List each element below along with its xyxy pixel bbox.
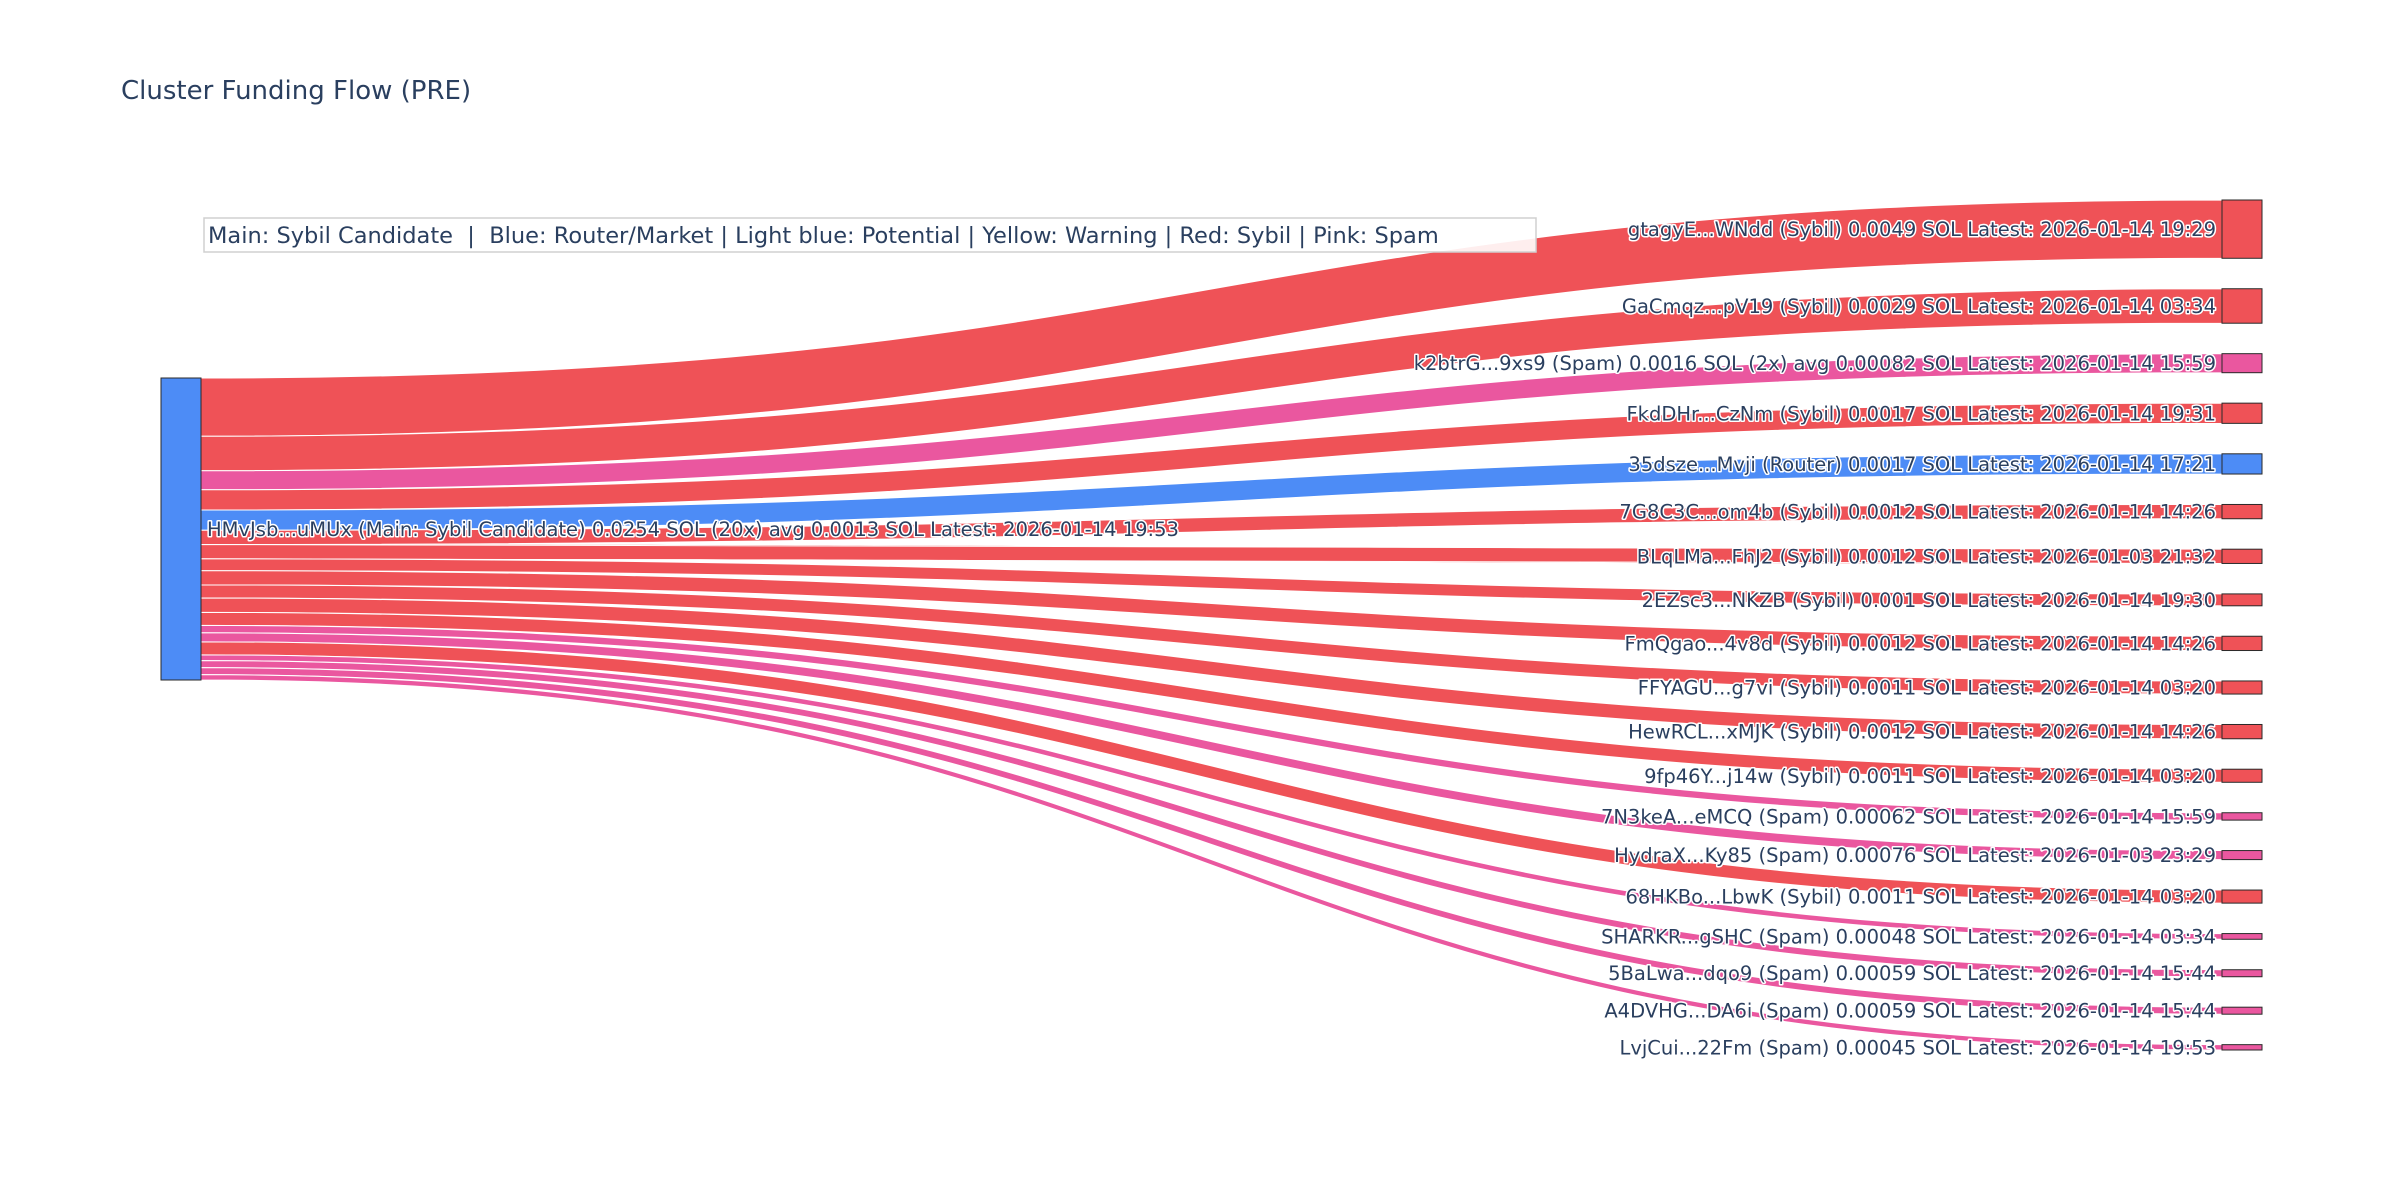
target-node-35dsze-mvji	[2221, 453, 2263, 475]
target-node-7g8c3c-om4b	[2221, 503, 2263, 520]
target-node-9fp46y-j14w	[2221, 768, 2263, 783]
target-node-7n3kea-emcq	[2221, 812, 2263, 821]
target-node-k2btrg-9xs9	[2221, 353, 2263, 374]
flow-nodes	[160, 199, 2263, 1051]
target-node-ffyagu-g7vi	[2221, 680, 2263, 695]
target-node-label-ffyagu-g7vi: FFYAGU...g7vi (Sybil) 0.0011 SOL Latest:…	[1638, 677, 2216, 700]
target-node-label-sharkr-gshc: SHARKR...gSHC (Spam) 0.00048 SOL Latest:…	[1601, 925, 2216, 948]
target-node-fmqgao-4v8d	[2221, 635, 2263, 652]
flow-links	[200, 199, 2223, 1051]
target-node-2ezsc3-nkzb	[2221, 593, 2263, 607]
target-node-label-7g8c3c-om4b: 7G8C3C...om4b (Sybil) 0.0012 SOL Latest:…	[1619, 501, 2216, 524]
target-node-5balwa-dqo9	[2221, 969, 2263, 978]
target-node-label-hewrcl-xmjk: HewRCL...xMJK (Sybil) 0.0012 SOL Latest:…	[1628, 721, 2216, 744]
legend-box: Main: Sybil Candidate | Blue: Router/Mar…	[203, 217, 1537, 253]
target-node-label-blqlma-fhj2: BLqLMa...FhJ2 (Sybil) 0.0012 SOL Latest:…	[1637, 545, 2216, 568]
target-node-label-k2btrg-9xs9: k2btrG...9xs9 (Spam) 0.0016 SOL (2x) avg…	[1414, 352, 2216, 375]
node-labels: HMvJsb...uMUx (Main: Sybil Candidate) 0.…	[206, 217, 2218, 1061]
target-node-gacmqz-pv19	[2221, 288, 2263, 324]
target-node-hewrcl-xmjk	[2221, 723, 2263, 740]
legend-text: Main: Sybil Candidate | Blue: Router/Mar…	[208, 223, 1439, 249]
source-node	[160, 377, 202, 681]
source-node-label: HMvJsb...uMUx (Main: Sybil Candidate) 0.…	[207, 518, 1179, 541]
target-node-label-7n3kea-emcq: 7N3keA...eMCQ (Spam) 0.00062 SOL Latest:…	[1601, 805, 2216, 828]
target-node-sharkr-gshc	[2221, 933, 2263, 940]
target-node-label-9fp46y-j14w: 9fp46Y...j14w (Sybil) 0.0011 SOL Latest:…	[1644, 765, 2216, 788]
target-node-label-fmqgao-4v8d: FmQgao...4v8d (Sybil) 0.0012 SOL Latest:…	[1624, 632, 2216, 655]
target-node-label-hydrax-ky85: HydraX...Ky85 (Spam) 0.00076 SOL Latest:…	[1614, 844, 2216, 867]
target-node-label-gtagye-wndd: gtagyE...WNdd (Sybil) 0.0049 SOL Latest:…	[1628, 218, 2216, 241]
target-node-a4dvhg-da6i	[2221, 1006, 2263, 1015]
target-node-label-35dsze-mvji: 35dsze...Mvji (Router) 0.0017 SOL Latest…	[1628, 453, 2216, 476]
target-node-label-fkddhr-cznm: FkdDHr...CzNm (Sybil) 0.0017 SOL Latest:…	[1626, 402, 2216, 425]
target-node-fkddhr-cznm	[2221, 402, 2263, 424]
target-node-lvjcui-22fm	[2221, 1044, 2263, 1051]
target-node-gtagye-wndd	[2221, 199, 2263, 259]
target-node-hydrax-ky85	[2221, 850, 2263, 861]
target-node-label-a4dvhg-da6i: A4DVHG...DA6i (Spam) 0.00059 SOL Latest:…	[1604, 1000, 2216, 1023]
target-node-label-2ezsc3-nkzb: 2EZsc3...NKZB (Sybil) 0.001 SOL Latest: …	[1642, 589, 2216, 612]
target-node-blqlma-fhj2	[2221, 548, 2263, 564]
chart-title: Cluster Funding Flow (PRE)	[121, 76, 471, 106]
target-node-label-lvjcui-22fm: LvjCui...22Fm (Spam) 0.00045 SOL Latest:…	[1619, 1036, 2216, 1059]
target-node-label-gacmqz-pv19: GaCmqz...pV19 (Sybil) 0.0029 SOL Latest:…	[1622, 295, 2216, 318]
target-node-label-68hkbo-lbwk: 68HKBo...LbwK (Sybil) 0.0011 SOL Latest:…	[1625, 886, 2216, 909]
target-node-label-5balwa-dqo9: 5BaLwa...dqo9 (Spam) 0.00059 SOL Latest:…	[1608, 962, 2216, 985]
target-node-68hkbo-lbwk	[2221, 889, 2263, 904]
